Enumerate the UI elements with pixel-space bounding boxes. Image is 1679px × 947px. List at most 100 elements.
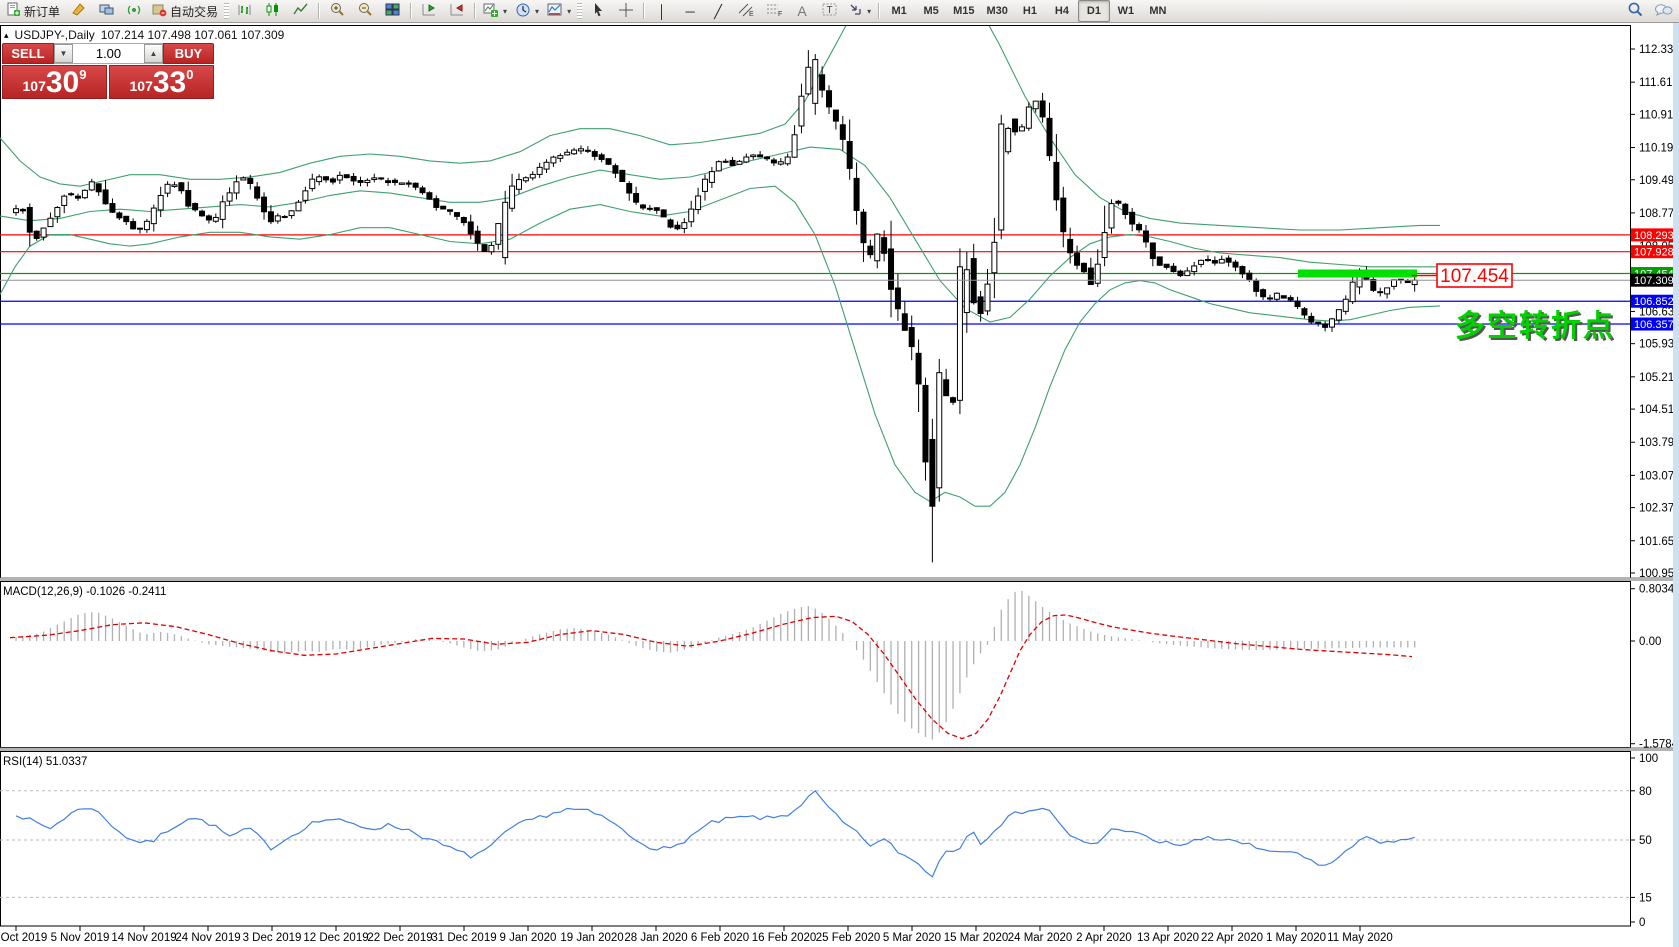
text-button[interactable]: A: [788, 0, 816, 22]
sell-price-button[interactable]: 107 30 9: [2, 65, 107, 99]
svg-text:T: T: [827, 5, 833, 16]
chart-canvas[interactable]: 107.454多空转折点多空转折点112.330111.610110.91011…: [0, 23, 1679, 947]
auto-trading-label: 自动交易: [170, 4, 219, 19]
shapes-button[interactable]: ▾: [844, 0, 875, 22]
trendline-button[interactable]: ╱: [704, 0, 732, 22]
timeframe-m1[interactable]: M1: [891, 5, 907, 17]
svg-text:16 Feb 2020: 16 Feb 2020: [752, 932, 817, 944]
svg-text:2 Apr 2020: 2 Apr 2020: [1076, 932, 1132, 944]
toolbar-grip: [577, 3, 583, 19]
bar-chart-button[interactable]: [231, 0, 259, 22]
vline-button[interactable]: │: [648, 0, 676, 22]
guide-icon: [71, 2, 86, 20]
auto-trading-icon: [152, 2, 167, 20]
new-order-label: 新订单: [24, 4, 61, 19]
svg-text:107.454: 107.454: [1440, 266, 1509, 287]
cursor-button[interactable]: [584, 0, 612, 22]
zoom-in-button[interactable]: [323, 0, 351, 22]
line-chart-icon: [293, 2, 309, 20]
signals-button[interactable]: [120, 0, 148, 22]
buy-price-button[interactable]: 107 33 0: [109, 65, 214, 99]
timeframe-m30[interactable]: M30: [986, 5, 1008, 17]
bollinger-upper: [0, 26, 1440, 231]
tile-windows-button[interactable]: [379, 0, 407, 22]
timeframe-m15[interactable]: M15: [953, 5, 975, 17]
timeframe-h1[interactable]: H1: [1022, 5, 1037, 17]
svg-text:105.210: 105.210: [1639, 372, 1679, 384]
svg-text:107.309: 107.309: [1634, 275, 1674, 287]
sell-button[interactable]: SELL: [2, 43, 54, 64]
terminal-button[interactable]: [92, 0, 120, 22]
buy-price-main: 33: [152, 66, 187, 99]
panel-borders: [0, 25, 1679, 927]
svg-text:19 Jan 2020: 19 Jan 2020: [560, 932, 623, 944]
svg-text:108.293: 108.293: [1634, 230, 1674, 242]
chat-button[interactable]: [1649, 0, 1677, 22]
svg-text:15: 15: [1639, 892, 1652, 904]
toolbar-separator: [643, 3, 646, 19]
svg-text:31 Dec 2019: 31 Dec 2019: [431, 932, 496, 944]
timeframe-mn[interactable]: MN: [1149, 5, 1167, 17]
volume-input[interactable]: [73, 44, 144, 63]
svg-text:103.790: 103.790: [1639, 437, 1679, 449]
line-chart-button[interactable]: [287, 0, 315, 22]
candlestick-button[interactable]: [259, 0, 287, 22]
timeframe-bar: M1 M5 M15 M30 H1 H4 D1 W1 MN: [883, 0, 1174, 22]
svg-text:9 Jan 2020: 9 Jan 2020: [500, 932, 557, 944]
crosshair-icon: [618, 2, 634, 21]
rsi-label: RSI(14) 51.0337: [3, 756, 87, 768]
crosshair-button[interactable]: [612, 0, 640, 22]
one-click-panel: SELL ▼ ▲ BUY 107 30 9 107 33 0: [2, 43, 214, 99]
search-button[interactable]: [1621, 0, 1649, 22]
timeframe-h4[interactable]: H4: [1054, 5, 1069, 17]
auto-trading-button[interactable]: 自动交易: [148, 0, 222, 22]
svg-text:F: F: [778, 11, 782, 17]
trend-bar[interactable]: [1298, 269, 1417, 278]
guide-button[interactable]: [64, 0, 92, 22]
new-order-button[interactable]: 新订单: [2, 0, 64, 22]
volume-increase-button[interactable]: ▲: [144, 44, 163, 63]
timeframe-d1[interactable]: D1: [1077, 0, 1110, 22]
text-label-button[interactable]: T: [816, 0, 844, 22]
zoom-out-button[interactable]: [351, 0, 379, 22]
svg-text:22 Dec 2019: 22 Dec 2019: [367, 932, 432, 944]
main-toolbar: 新订单 自动交易 ▾ ▾: [0, 0, 1679, 23]
volume-decrease-button[interactable]: ▼: [54, 44, 73, 63]
zoom-out-icon: [357, 2, 373, 21]
new-chart-button[interactable]: ▾: [479, 0, 511, 22]
price-callout[interactable]: 107.454: [1411, 263, 1513, 288]
buy-button[interactable]: BUY: [163, 43, 214, 64]
svg-text:22 Apr 2020: 22 Apr 2020: [1201, 932, 1263, 944]
candles-layer: [13, 50, 1418, 563]
templates-button[interactable]: ▾: [543, 0, 575, 22]
svg-text:106.852: 106.852: [1634, 296, 1674, 308]
bar-chart-icon: [237, 2, 253, 20]
trendline-icon: ╱: [714, 3, 722, 19]
fibonacci-button[interactable]: F: [760, 0, 788, 22]
toolbar-separator: [410, 3, 413, 19]
macd-panel: MACD(12,26,9) -0.1026 -0.2411 0.8034 0.00 -…: [3, 584, 1679, 751]
chart-shift-button[interactable]: [415, 0, 443, 22]
toolbar-separator: [878, 3, 881, 19]
toolbar-separator: [318, 3, 321, 19]
toolbar-separator: [474, 3, 477, 19]
ohlc-values: 107.214 107.498 107.061 107.309: [100, 28, 285, 42]
dropdown-caret: ▾: [503, 6, 508, 16]
profiles-button[interactable]: ▾: [511, 0, 543, 22]
channel-button[interactable]: E: [732, 0, 760, 22]
rsi-panel: RSI(14) 51.0337 100 80 50 15 0: [0, 753, 1658, 929]
sell-price-prefix: 107: [22, 78, 46, 94]
svg-text:多空转折点: 多空转折点: [1455, 309, 1615, 344]
timeframe-m5[interactable]: M5: [923, 5, 939, 17]
svg-text:80: 80: [1639, 786, 1652, 798]
vline-icon: │: [658, 3, 667, 19]
zoom-in-icon: [329, 2, 345, 21]
auto-scroll-button[interactable]: [443, 0, 471, 22]
terminal-icon: [99, 2, 114, 20]
text-label-icon: T: [822, 2, 838, 20]
timeframe-w1[interactable]: W1: [1117, 5, 1135, 17]
collapse-icon[interactable]: ▴: [4, 29, 9, 40]
cursor-icon: [591, 2, 605, 20]
hline-button[interactable]: ─: [676, 0, 704, 22]
